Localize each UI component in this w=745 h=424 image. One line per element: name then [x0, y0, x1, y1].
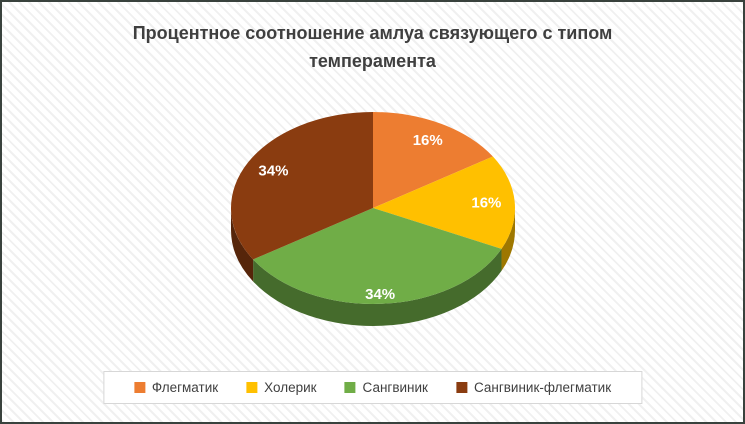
- legend-swatch: [133, 382, 145, 393]
- pie-data-label: 34%: [365, 286, 395, 303]
- pie-slice-1: [373, 112, 493, 208]
- legend-item-2: Холерик: [246, 380, 317, 395]
- pie-slice-side: [231, 208, 254, 282]
- legend: Флегматик Холерик Сангвиник Сангвиник-флегм…: [102, 371, 643, 404]
- legend-label: Холерик: [264, 380, 317, 395]
- legend-label: Сангвиник: [362, 380, 428, 395]
- pie-data-label: 16%: [413, 132, 443, 149]
- pie-slice-side: [501, 208, 515, 271]
- pie-data-label: 16%: [471, 195, 501, 212]
- pie-slice-2: [373, 156, 515, 249]
- legend-item-3: Сангвиник: [344, 380, 428, 395]
- legend-label: Флегматик: [151, 380, 219, 395]
- legend-swatch: [455, 382, 467, 393]
- legend-label: Сангвиник-флегматик: [473, 380, 612, 395]
- pie-data-label: 34%: [258, 163, 288, 180]
- legend-swatch: [344, 382, 356, 393]
- legend-swatch: [246, 382, 258, 393]
- pie-slice-3: [253, 208, 502, 305]
- pie-slice-side: [253, 248, 502, 326]
- pie-slice-4: [230, 112, 373, 260]
- chart-title: Процентное соотношение амлуа связующего …: [132, 23, 613, 71]
- legend-item-1: Флегматик: [133, 380, 219, 395]
- legend-item-4: Сангвиник-флегматик: [455, 380, 612, 395]
